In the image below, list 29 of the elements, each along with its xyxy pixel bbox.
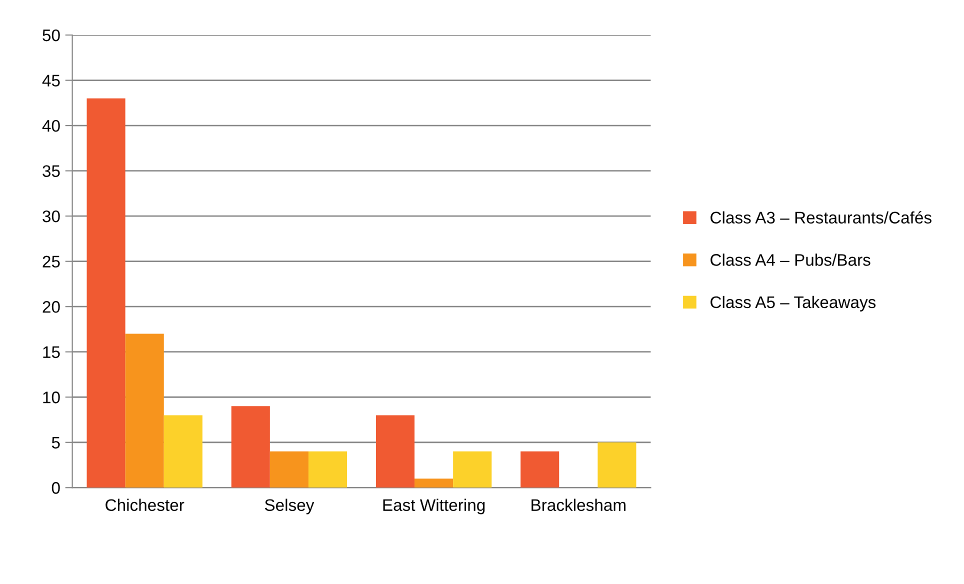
y-tick-label: 15	[43, 346, 60, 358]
bar	[270, 451, 308, 488]
x-tick-label: Chichester	[106, 498, 184, 511]
bar	[231, 406, 270, 488]
bar	[598, 442, 636, 488]
bar	[376, 415, 415, 488]
bar	[453, 451, 492, 488]
legend-label: Class A4 – Pubs/Bars	[710, 254, 870, 266]
y-tick-label: 20	[42, 301, 60, 313]
y-tick-label: 0	[52, 482, 60, 494]
y-tick-label: 5	[52, 436, 60, 449]
bar	[308, 451, 348, 488]
bar	[164, 415, 202, 488]
y-tick-label: 40	[42, 120, 60, 132]
bar	[520, 451, 560, 488]
bar	[414, 478, 454, 488]
y-tick-label: 45	[42, 74, 60, 87]
legend-label: Class A3 – Restaurants/Cafés	[710, 211, 932, 224]
y-tick-label: 25	[42, 256, 60, 268]
legend-label: Class A5 – Takeaways	[710, 296, 876, 312]
x-tick-label: Selsey	[264, 498, 314, 514]
bar	[125, 334, 164, 488]
x-tick-label: East Wittering	[383, 498, 485, 514]
y-tick-label: 50	[42, 29, 60, 42]
bar	[86, 98, 126, 488]
x-tick-label: Bracklesham	[532, 498, 626, 511]
y-tick-label: 30	[42, 210, 60, 222]
y-tick-label: 35	[42, 165, 60, 178]
y-tick-label: 10	[43, 392, 60, 404]
